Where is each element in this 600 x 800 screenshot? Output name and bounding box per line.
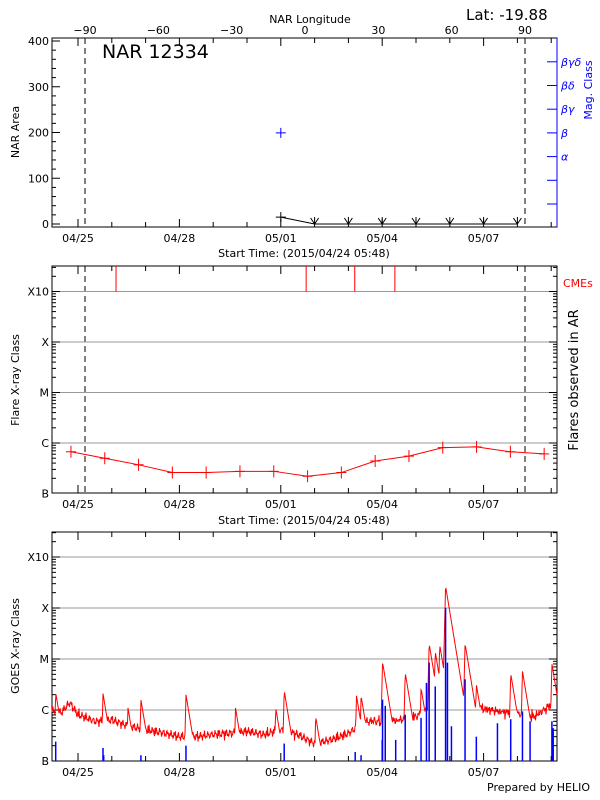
panel1-x-tick-label: 05/04 bbox=[366, 232, 398, 245]
panel1-x-tick-label: 04/25 bbox=[62, 232, 94, 245]
flare-point-marker bbox=[539, 447, 550, 460]
longitude-tick-label: 30 bbox=[371, 24, 385, 37]
panel3-y-tick-label: X10 bbox=[27, 551, 49, 564]
panel2-y-tick-label: X10 bbox=[27, 286, 49, 299]
panel2-xlabel: Start Time: (2015/04/24 05:48) bbox=[218, 514, 390, 527]
flares-observed-axis-title: Flares observed in AR bbox=[567, 309, 582, 450]
panel2-x-tick-label: 04/28 bbox=[164, 498, 196, 511]
panel1-x-tick-label: 05/07 bbox=[468, 232, 500, 245]
panel3-y-tick-label: M bbox=[40, 653, 50, 666]
mag-class-tick-label: βγδ bbox=[560, 56, 582, 69]
panel2-y-tick-label: B bbox=[41, 488, 49, 501]
panel1-plot-frame bbox=[51, 37, 558, 228]
area-upper-limit-marker bbox=[512, 217, 522, 225]
panel2-x-tick-label: 05/04 bbox=[366, 498, 398, 511]
region-title: NAR 12334 bbox=[102, 41, 209, 63]
panel1-xlabel: Start Time: (2015/04/24 05:48) bbox=[218, 247, 390, 260]
flare-point-marker bbox=[99, 452, 110, 465]
panel3-x-tick-label: 04/28 bbox=[164, 766, 196, 779]
flare-point-marker bbox=[268, 465, 279, 478]
flare-point-marker bbox=[437, 441, 448, 454]
area-upper-limit-marker bbox=[479, 217, 489, 225]
flare-point-marker bbox=[403, 450, 414, 463]
panel2-y-tick-label: M bbox=[40, 387, 50, 400]
flare-point-marker bbox=[471, 440, 482, 453]
area-axis-title: NAR Area bbox=[9, 106, 22, 158]
panel3-x-tick-label: 05/01 bbox=[265, 766, 297, 779]
flare-point-marker bbox=[505, 445, 516, 458]
panel1-y-tick-label: 0 bbox=[42, 218, 49, 231]
mag-class-tick-label: β bbox=[560, 127, 568, 140]
panel3-x-tick-label: 04/25 bbox=[62, 766, 94, 779]
panel2-plot-frame bbox=[51, 265, 558, 494]
panel1-y-tick-label: 200 bbox=[28, 127, 49, 140]
panel1-x-tick-label: 05/01 bbox=[265, 232, 297, 245]
area-point-marker bbox=[275, 212, 286, 223]
flare-point-marker bbox=[302, 470, 313, 483]
longitude-tick-label: −30 bbox=[220, 24, 243, 37]
panel3-x-tick-label: 05/07 bbox=[468, 766, 500, 779]
panel1-y-tick-label: 300 bbox=[28, 81, 49, 94]
flare-axis-title: Flare X-ray Class bbox=[9, 334, 22, 426]
panel1-y-tick-label: 400 bbox=[28, 35, 49, 48]
panel3-y-tick-label: B bbox=[41, 755, 49, 768]
longitude-axis-title: NAR Longitude bbox=[269, 13, 351, 26]
panel1-x-tick-label: 04/28 bbox=[164, 232, 196, 245]
mag-class-tick-label: α bbox=[561, 151, 569, 164]
longitude-tick-label: 90 bbox=[518, 24, 532, 37]
goes-axis-title: GOES X-ray Class bbox=[9, 598, 22, 694]
flare-point-marker bbox=[336, 466, 347, 479]
longitude-tick-label: 60 bbox=[445, 24, 459, 37]
longitude-tick-label: −90 bbox=[73, 24, 96, 37]
area-upper-limit-marker bbox=[445, 217, 455, 225]
panel2-y-tick-label: C bbox=[41, 437, 49, 450]
cme-label: CMEs bbox=[563, 277, 593, 290]
panel2-y-tick-label: X bbox=[41, 336, 49, 349]
longitude-tick-label: −60 bbox=[147, 24, 170, 37]
panel2-x-tick-label: 05/01 bbox=[265, 498, 297, 511]
flare-point-marker bbox=[133, 458, 144, 471]
flare-point-marker bbox=[370, 455, 381, 468]
mag-class-tick-label: βδ bbox=[560, 80, 575, 93]
flare-point-marker bbox=[167, 466, 178, 479]
area-upper-limit-marker bbox=[377, 217, 387, 225]
area-upper-limit-marker bbox=[310, 217, 320, 225]
flare-point-marker bbox=[234, 465, 245, 478]
latitude-label: Lat: -19.88 bbox=[466, 6, 548, 24]
mag-class-tick-label: βγ bbox=[560, 103, 575, 116]
panel3-y-tick-label: X bbox=[41, 602, 49, 615]
panel3-y-tick-label: C bbox=[41, 704, 49, 717]
panel3-plot-frame bbox=[51, 531, 558, 762]
area-series-line bbox=[280, 216, 518, 225]
panel2-x-tick-label: 04/25 bbox=[62, 498, 94, 511]
area-upper-limit-marker bbox=[343, 217, 353, 225]
panel3-x-tick-label: 05/04 bbox=[366, 766, 398, 779]
flare-point-marker bbox=[201, 466, 212, 479]
panel1-y-tick-label: 100 bbox=[28, 172, 49, 185]
footer-credit: Prepared by HELIO bbox=[487, 781, 590, 794]
mag-class-axis-title: Mag. Class bbox=[582, 60, 595, 119]
mag-class-marker bbox=[275, 127, 286, 138]
flare-point-marker bbox=[65, 445, 76, 458]
area-upper-limit-marker bbox=[411, 217, 421, 225]
longitude-tick-label: 0 bbox=[302, 24, 309, 37]
goes-long-channel-line bbox=[51, 587, 558, 748]
panel2-x-tick-label: 05/07 bbox=[468, 498, 500, 511]
